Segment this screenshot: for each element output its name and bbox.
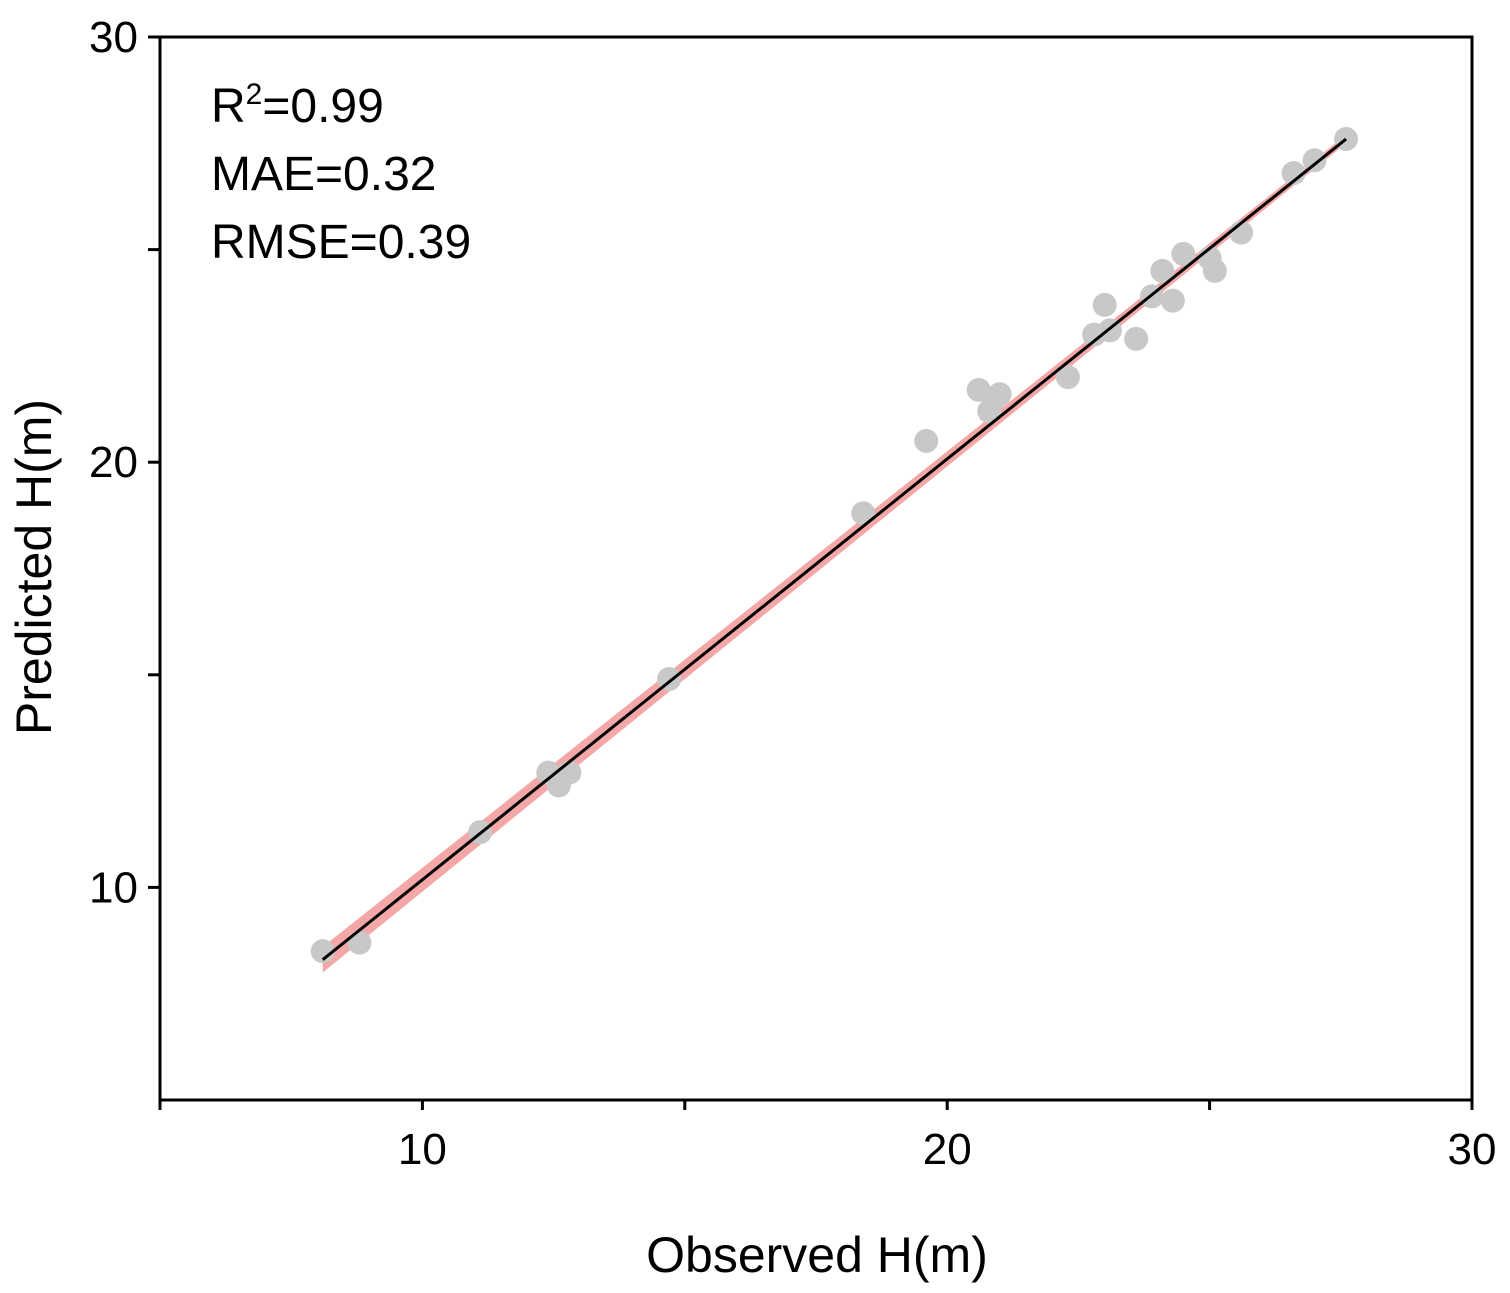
mae-annotation: MAE=0.32 (211, 148, 436, 201)
x-axis-label: Observed H(m) (646, 1227, 988, 1283)
fit-line-layer (321, 137, 1347, 961)
data-point-7 (851, 501, 876, 526)
r2-base: R (211, 80, 246, 133)
data-point-1 (347, 930, 372, 955)
data-point-21 (1171, 241, 1196, 266)
y-tick-label-10: 10 (89, 863, 138, 912)
fit-line (321, 137, 1347, 961)
data-point-0 (310, 939, 335, 964)
data-point-8 (914, 428, 939, 453)
r2-value: =0.99 (262, 80, 383, 133)
data-point-19 (1150, 258, 1175, 283)
data-point-26 (1302, 148, 1327, 173)
r2-superscript: 2 (246, 78, 263, 111)
data-point-25 (1281, 161, 1306, 186)
data-point-5 (557, 760, 582, 785)
x-tick-label-20: 20 (923, 1125, 972, 1174)
data-point-12 (987, 382, 1012, 407)
data-point-23 (1202, 258, 1227, 283)
data-point-15 (1092, 292, 1117, 317)
r2-annotation: R2=0.99 (211, 78, 384, 133)
axes-layer: 10 20 30 10 20 30 (89, 13, 1496, 1174)
y-tick-label-30: 30 (89, 13, 138, 62)
points-layer (310, 127, 1359, 964)
data-point-20 (1160, 288, 1185, 313)
data-point-13 (1055, 365, 1080, 390)
y-tick-label-20: 20 (89, 438, 138, 487)
y-axis-label: Predicted H(m) (6, 399, 62, 735)
x-tick-label-30: 30 (1448, 1125, 1497, 1174)
rmse-annotation: RMSE=0.39 (211, 216, 471, 269)
data-point-17 (1124, 326, 1149, 351)
x-tick-label-10: 10 (398, 1125, 447, 1174)
plot-frame (158, 35, 1474, 1102)
